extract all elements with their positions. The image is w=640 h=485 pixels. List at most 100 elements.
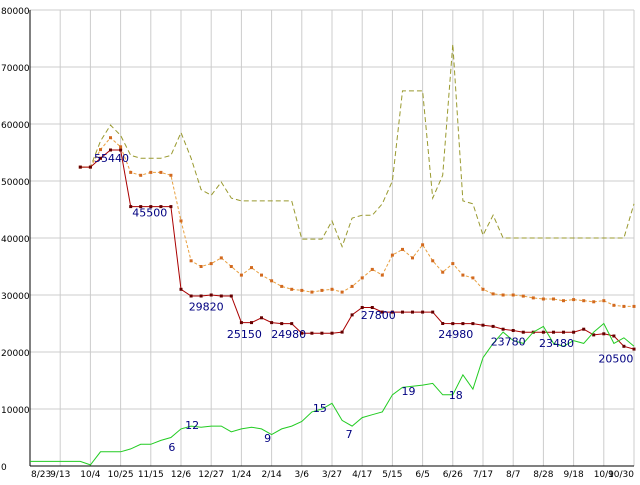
marker-lowest-price [109,148,112,152]
x-tick-label: 8/28 [533,470,553,480]
marker-lowest-price [582,327,586,331]
marker-lowest-price [501,327,505,331]
marker-lowest-price [229,294,233,298]
marker-average-price [592,300,596,304]
x-tick-label: 10/25 [108,470,134,480]
marker-lowest-price [431,310,435,314]
marker-average-price [99,148,102,152]
marker-average-price [139,173,143,177]
marker-lowest-price [350,313,354,317]
marker-lowest-price [310,331,314,335]
marker-average-price [129,170,133,174]
marker-average-price [481,287,485,291]
marker-average-price [471,276,475,280]
marker-average-price [582,299,586,303]
marker-lowest-price [199,294,203,298]
marker-average-price [300,288,304,292]
marker-lowest-price [129,205,133,209]
marker-average-price [612,303,616,307]
marker-average-price [491,292,495,296]
x-tick-label: 10/4 [80,470,100,480]
marker-lowest-price [572,330,576,334]
marker-lowest-price [521,330,525,334]
marker-average-price [370,267,374,271]
marker-lowest-price [88,165,92,169]
x-tick-label: 3/6 [295,470,310,480]
marker-lowest-price [250,321,253,325]
marker-average-price [390,253,394,257]
marker-average-price [572,298,576,302]
value-annotation: 23780 [491,336,526,349]
x-tick-label: 8/7 [506,470,520,480]
y-tick-label: 50000 [1,178,30,188]
value-annotation: 12 [185,419,199,432]
marker-average-price [431,259,435,263]
marker-lowest-price [300,331,304,335]
x-tick-label: 2/14 [261,470,281,480]
marker-average-price [461,273,465,277]
marker-average-price [330,287,334,291]
x-tick-label: 1/24 [231,470,251,480]
value-annotation: 55440 [94,152,129,165]
marker-lowest-price [380,310,384,314]
marker-lowest-price [370,306,374,309]
marker-average-price [541,297,545,301]
marker-lowest-price [511,329,515,332]
value-annotation: 24980 [438,328,473,341]
marker-average-price [350,284,354,288]
marker-lowest-price [541,330,545,334]
y-tick-label: 60000 [1,121,30,131]
marker-average-price [531,296,535,300]
marker-lowest-price [189,294,193,298]
marker-average-price [451,262,455,266]
x-tick-label: 7/17 [473,470,493,480]
marker-average-price [360,276,364,280]
value-annotation: 45500 [132,206,167,219]
marker-average-price [149,170,153,174]
x-tick-label: 9/13 [50,470,70,480]
marker-lowest-price [421,310,425,314]
marker-average-price [290,287,294,291]
marker-average-price [501,293,505,297]
series-num-shops [30,322,635,466]
marker-average-price [219,256,223,260]
marker-lowest-price [632,347,636,351]
y-tick-label: 20000 [1,349,30,359]
x-tick-label: 5/15 [382,470,402,480]
marker-lowest-price [481,323,485,327]
x-tick-label: 3/27 [322,470,342,480]
marker-average-price [109,136,112,140]
y-tick-label: 30000 [1,292,30,302]
y-tick-label: 0 [1,463,7,473]
value-annotation: 7 [346,428,353,441]
value-annotation: 24980 [271,328,306,341]
value-annotation: 25150 [227,328,262,341]
marker-lowest-price [461,322,465,326]
marker-average-price [270,279,274,283]
y-tick-label: 70000 [1,64,30,74]
marker-average-price [189,259,193,263]
marker-average-price [622,304,626,308]
value-annotation: 15 [313,402,327,415]
x-tick-label: 12/6 [171,470,191,480]
marker-average-price [320,288,324,292]
marker-lowest-price [441,322,445,325]
marker-lowest-price [411,310,414,314]
marker-average-price [562,299,565,303]
value-annotation: 19 [402,385,416,398]
marker-average-price [209,262,213,266]
marker-lowest-price [360,306,364,309]
marker-lowest-price [119,148,123,152]
marker-lowest-price [471,322,475,326]
x-tick-label: 11/15 [138,470,164,480]
marker-lowest-price [260,316,263,320]
value-annotation: 20500 [598,352,633,365]
marker-average-price [441,270,445,274]
marker-average-price [159,170,163,174]
marker-lowest-price [612,334,616,338]
series-average-price [80,136,634,307]
marker-average-price [511,293,515,297]
